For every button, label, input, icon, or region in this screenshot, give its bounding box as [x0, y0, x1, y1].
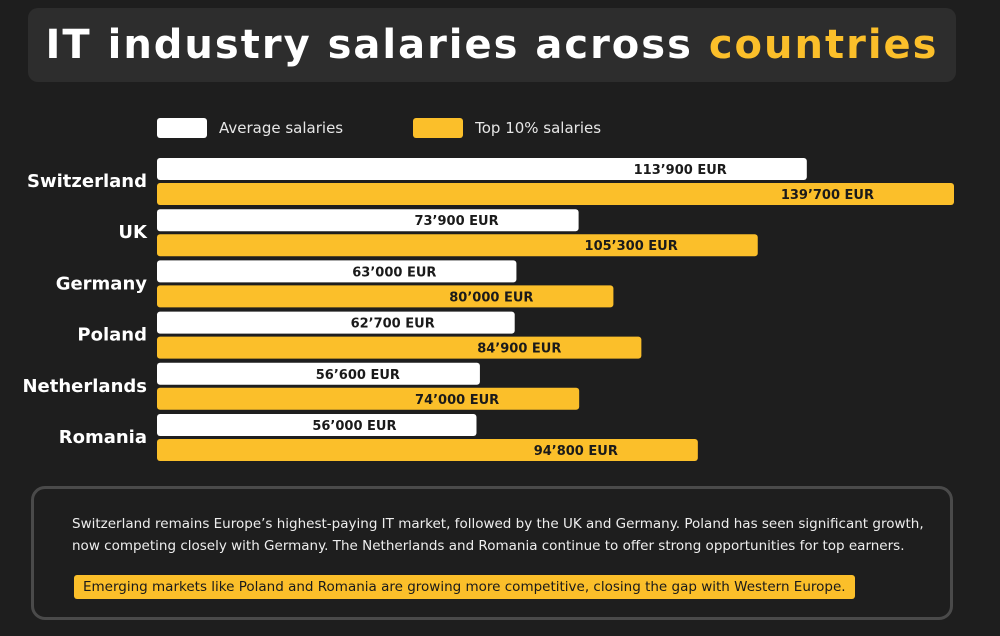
bar-top10 — [157, 285, 614, 308]
bar-top10 — [157, 387, 580, 410]
bar-average — [157, 311, 515, 334]
bar-top10 — [157, 336, 642, 359]
category-label: Romania — [59, 427, 147, 448]
legend: Average salaries Top 10% salaries — [157, 117, 671, 139]
note-box: Switzerland remains Europe’s highest-pay… — [31, 486, 953, 620]
title-box: IT industry salaries across countries — [28, 8, 956, 82]
legend-item-average: Average salaries — [157, 118, 343, 138]
data-label: 139’700 EUR — [781, 188, 874, 203]
bar-average — [157, 414, 477, 436]
bar-average — [157, 260, 517, 283]
note-text: Switzerland remains Europe’s highest-pay… — [72, 516, 924, 554]
data-label: 105’300 EUR — [585, 239, 678, 254]
data-label: 63’000 EUR — [352, 265, 436, 280]
data-label: 56’000 EUR — [312, 419, 396, 434]
bar-top10 — [157, 234, 758, 257]
category-label: Netherlands — [22, 376, 147, 397]
bar-average — [157, 158, 807, 180]
legend-swatch-average — [157, 118, 207, 138]
title-highlight: countries — [708, 22, 939, 68]
bar-top10 — [157, 439, 698, 461]
category-label: Poland — [77, 325, 147, 346]
legend-item-top10: Top 10% salaries — [413, 118, 601, 138]
data-label: 74’000 EUR — [415, 393, 499, 408]
bar-average — [157, 362, 480, 385]
bar-top10 — [157, 183, 954, 205]
data-label: 84’900 EUR — [477, 342, 561, 357]
data-label: 94’800 EUR — [534, 444, 618, 459]
legend-label-top10: Top 10% salaries — [475, 119, 602, 137]
legend-swatch-top10 — [413, 118, 464, 138]
page-title: IT industry salaries across countries — [46, 22, 939, 68]
category-label: UK — [118, 222, 148, 243]
data-label: 56’600 EUR — [316, 368, 400, 383]
legend-label-average: Average salaries — [219, 119, 344, 137]
data-label: 80’000 EUR — [449, 290, 533, 305]
category-label: Switzerland — [27, 171, 147, 192]
salary-bar-chart: Switzerland 113’900 EUR 139’700 EUR UK 73’90… — [22, 158, 954, 461]
category-label: Germany — [56, 273, 148, 294]
note-highlight: Emerging markets like Poland and Romania… — [74, 575, 855, 599]
data-label: 113’900 EUR — [634, 163, 727, 178]
title-main: IT industry salaries across — [45, 22, 693, 68]
data-label: 62’700 EUR — [351, 317, 435, 332]
data-label: 73’900 EUR — [414, 214, 498, 229]
bar-average — [157, 209, 579, 232]
